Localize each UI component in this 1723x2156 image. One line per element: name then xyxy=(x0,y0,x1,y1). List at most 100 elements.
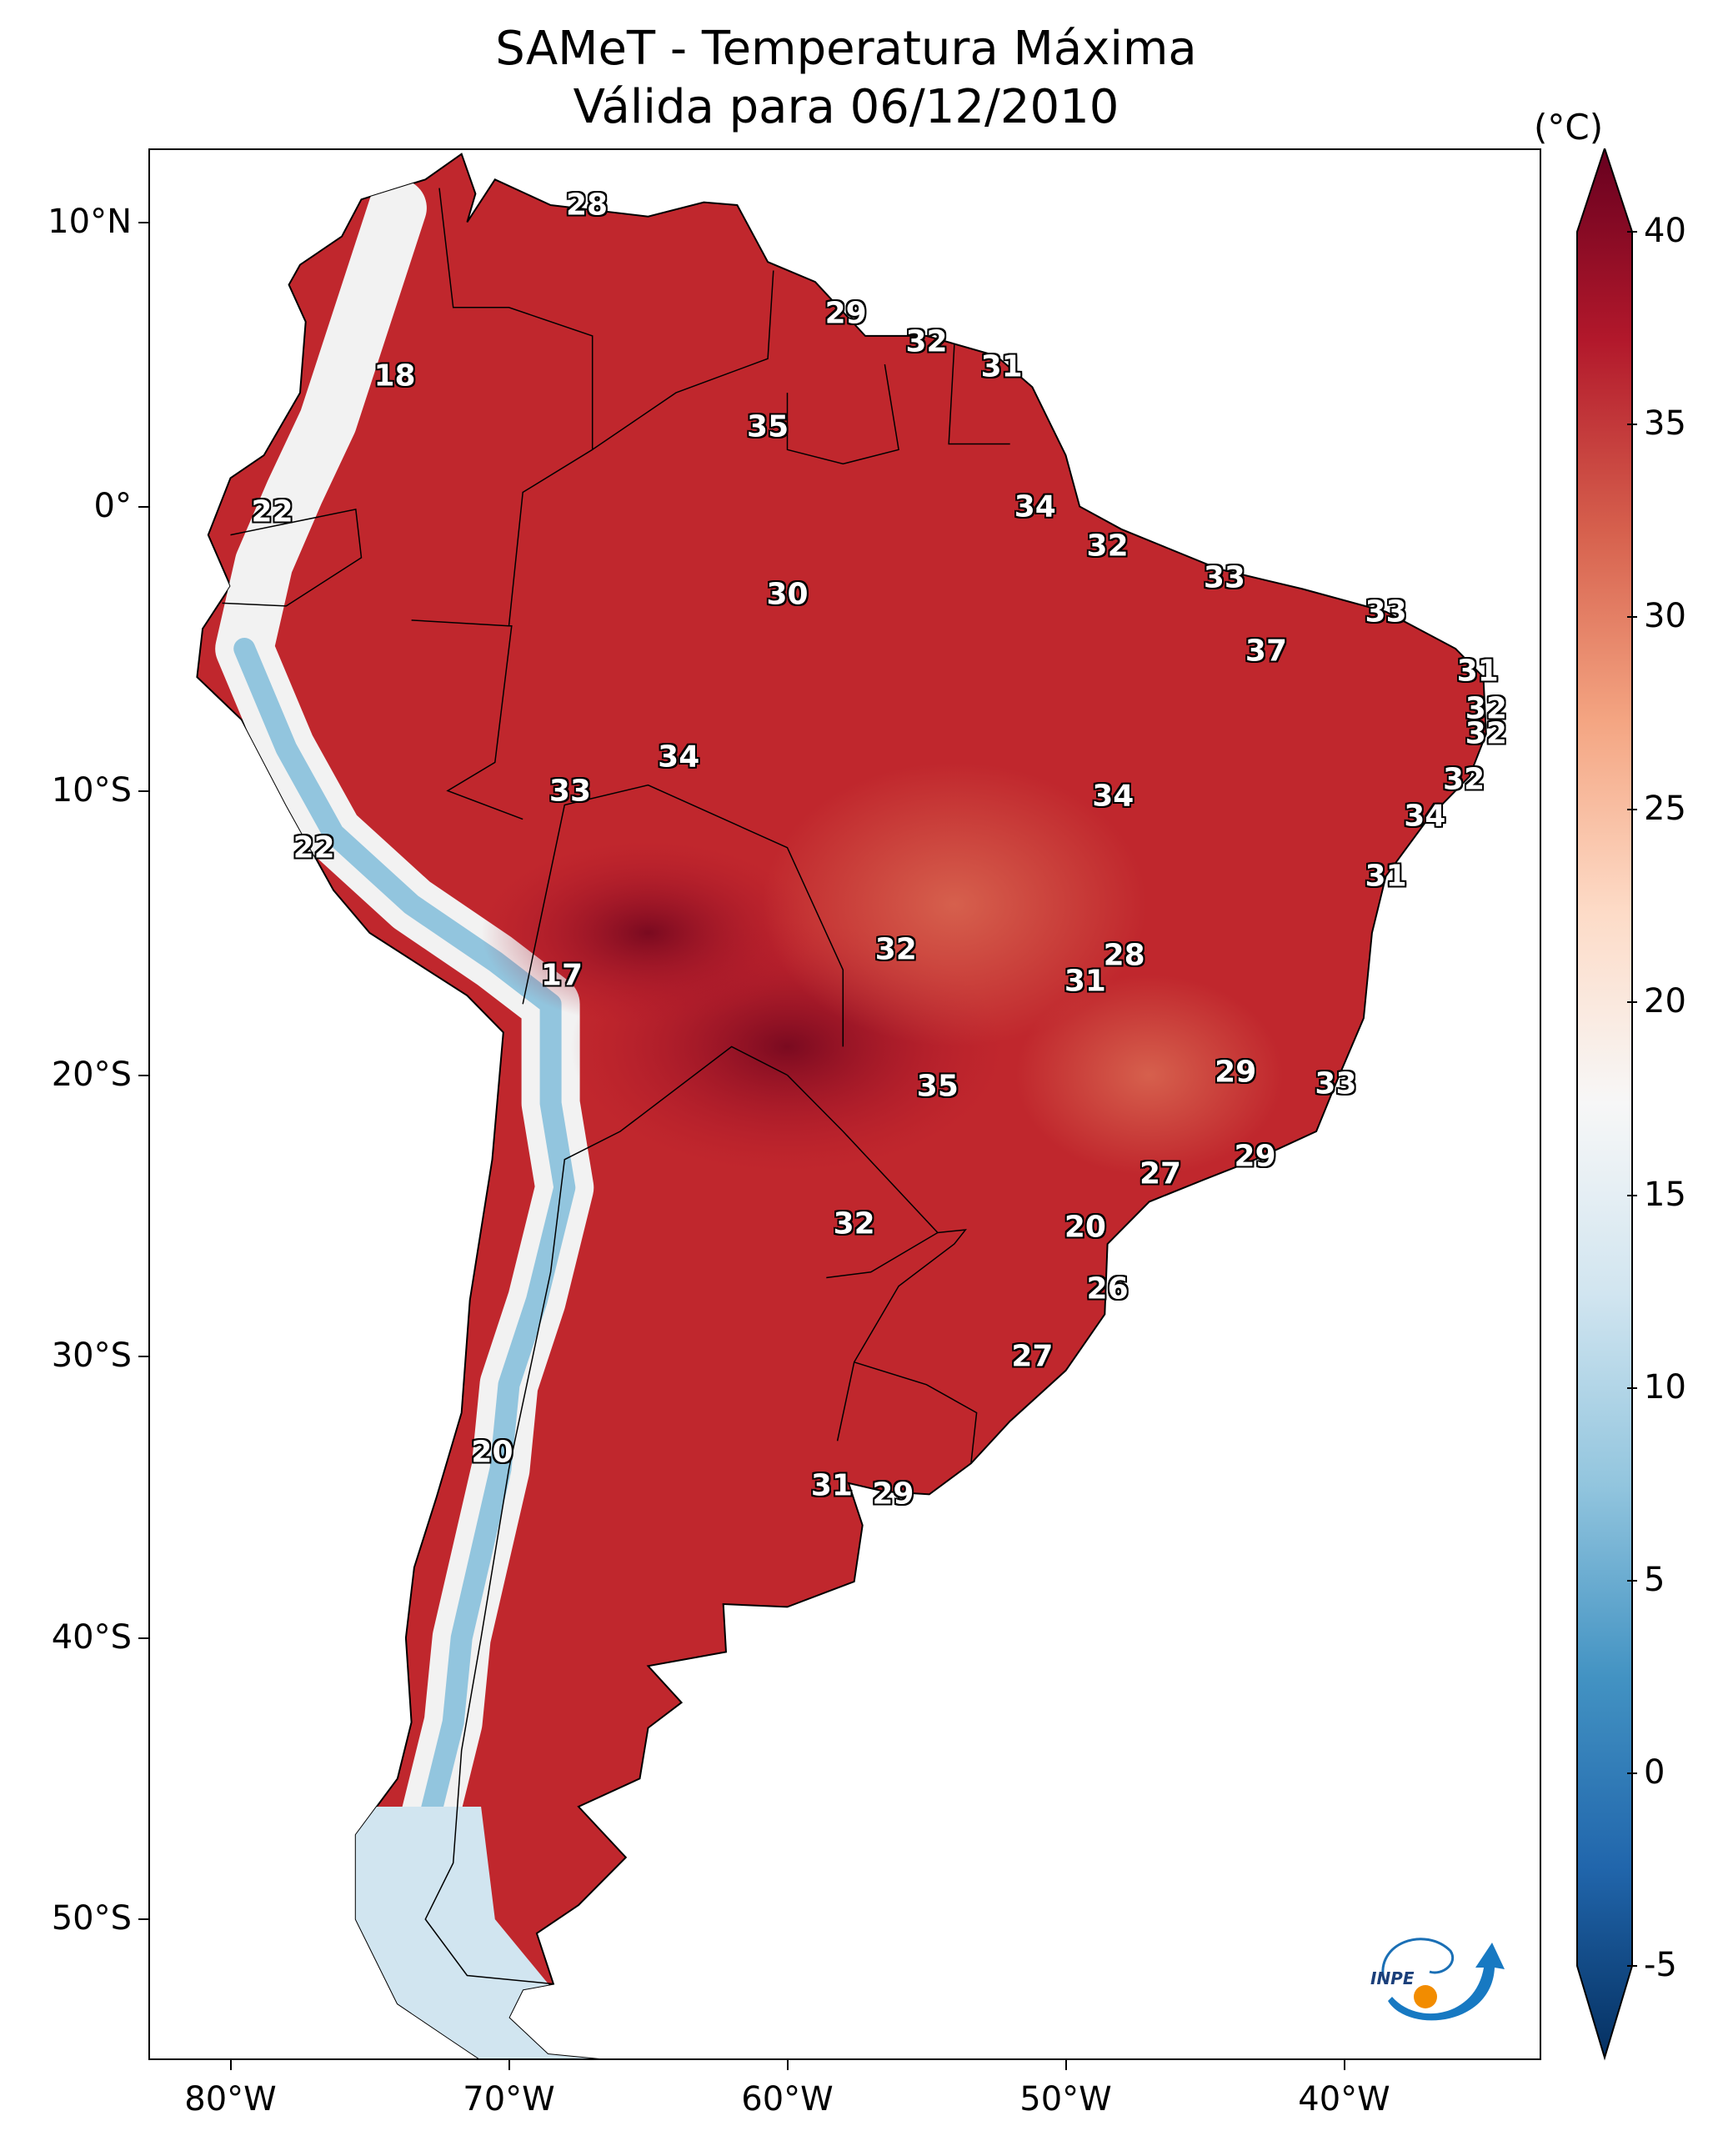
temperature-map xyxy=(196,153,1487,2058)
city-temperature-label: 34 xyxy=(658,740,700,775)
city-temperature-label: 26 xyxy=(1086,1271,1129,1306)
logo-text: INPE xyxy=(1370,1968,1415,1988)
lon-tick-mark xyxy=(508,2060,510,2070)
city-temperature-label: 34 xyxy=(1014,489,1056,524)
lon-tick-label: 50°W xyxy=(1019,2080,1112,2118)
city-temperature-label: 33 xyxy=(548,774,592,808)
country-borders xyxy=(222,188,1010,1985)
lon-tick-label: 60°W xyxy=(741,2080,834,2118)
colorbar-tick-label: 40 xyxy=(1644,212,1686,250)
city-temperature-label: 27 xyxy=(1011,1339,1054,1374)
colorbar-tick-label: 20 xyxy=(1644,982,1686,1021)
lat-tick-mark xyxy=(138,505,148,508)
city-temperature-label: 31 xyxy=(810,1468,853,1503)
city-temperature-label: 22 xyxy=(251,494,293,529)
border-line xyxy=(438,188,594,626)
lat-tick-label: 10°N xyxy=(48,202,132,241)
lat-tick-label: 20°S xyxy=(51,1055,132,1094)
city-temperature-label: 37 xyxy=(1245,634,1288,669)
lon-tick-label: 80°W xyxy=(184,2080,277,2118)
map-panel[interactable]: 28 29 32 31 18 35 34 22 32 33 30 33 37 31 32 32 34 32 33 34… xyxy=(148,148,1541,2060)
colorbar-unit: (°C) xyxy=(1534,107,1604,148)
colorbar-tick-mark xyxy=(1627,231,1637,233)
border-line xyxy=(522,784,844,1047)
colorbar-tick-label: 10 xyxy=(1644,1367,1686,1406)
colorbar-tick-mark xyxy=(1627,1965,1637,1967)
city-temperature-label: 20 xyxy=(1064,1210,1106,1245)
lon-tick-mark xyxy=(229,2060,232,2070)
lon-tick-label: 70°W xyxy=(463,2080,555,2118)
colorbar-tick-label: -5 xyxy=(1644,1946,1677,1984)
city-temperature-label: 35 xyxy=(747,409,789,444)
lat-tick-mark xyxy=(138,1356,148,1357)
colorbar-tick-label: 5 xyxy=(1644,1560,1665,1599)
city-temperature-label: 29 xyxy=(824,296,867,331)
city-temperature-label: 33 xyxy=(1365,594,1407,629)
border-line xyxy=(948,344,1010,445)
colorbar-bar xyxy=(1576,148,1633,2061)
lon-tick-label: 40°W xyxy=(1298,2080,1390,2118)
lat-tick-label: 0° xyxy=(93,486,132,525)
city-temperature-label: 17 xyxy=(540,958,584,993)
city-temperature-label: 31 xyxy=(1365,859,1407,894)
logo-swirl-icon xyxy=(1381,1938,1454,1981)
title-line-2: Válida para 06/12/2010 xyxy=(573,80,1119,134)
lat-tick-label: 10°S xyxy=(51,770,132,810)
city-temperature-label: 28 xyxy=(1103,938,1145,973)
colorbar xyxy=(1576,148,1633,2061)
logo-sun-icon xyxy=(1414,1985,1437,2008)
border-line xyxy=(222,509,363,607)
lat-tick-label: 50°S xyxy=(51,1899,132,1938)
colorbar-tick-label: 30 xyxy=(1644,597,1686,636)
lat-tick-mark xyxy=(138,790,148,792)
city-temperature-label: 28 xyxy=(565,188,609,223)
city-temperature-label: 22 xyxy=(293,830,335,865)
city-temperature-label: 31 xyxy=(980,349,1023,384)
city-temperature-label: 32 xyxy=(833,1206,875,1241)
logo-arrow-icon xyxy=(1388,1943,1505,2021)
city-temperature-label: 27 xyxy=(1139,1156,1182,1191)
lat-tick-label: 30°S xyxy=(51,1336,132,1375)
border-line xyxy=(786,364,899,465)
city-temperature-label: 29 xyxy=(1215,1055,1257,1090)
colorbar-tick-mark xyxy=(1627,1001,1637,1004)
lat-tick-mark xyxy=(138,1637,148,1639)
border-line xyxy=(854,1229,967,1363)
lon-tick-mark xyxy=(1343,2060,1345,2070)
colorbar-tick-label: 35 xyxy=(1644,404,1686,444)
lat-tick-mark xyxy=(138,221,148,223)
city-temperature-label: 32 xyxy=(1465,691,1507,726)
city-temperature-label: 31 xyxy=(1456,654,1499,689)
city-temperature-label: 32 xyxy=(874,932,917,967)
inpe-logo: INPE xyxy=(1370,1938,1505,2021)
colorbar-tick-mark xyxy=(1627,1386,1637,1389)
city-temperature-label: 32 xyxy=(1443,762,1485,797)
chart-title: SAMeT - Temperatura Máxima Válida para 0… xyxy=(150,20,1542,137)
city-temperature-label: 29 xyxy=(1234,1139,1276,1174)
colorbar-tick-mark xyxy=(1627,1772,1637,1774)
border-line xyxy=(592,270,774,450)
colorbar-tick-label: 15 xyxy=(1644,1175,1686,1214)
title-line-1: SAMeT - Temperatura Máxima xyxy=(495,22,1197,76)
city-temperature-label: 29 xyxy=(872,1477,914,1512)
hot-spot-bolivia xyxy=(481,841,815,1025)
city-temperature-label: 32 xyxy=(1086,529,1129,564)
city-temperature-label: 35 xyxy=(916,1069,959,1104)
lat-tick-label: 40°S xyxy=(51,1617,132,1657)
border-line xyxy=(424,1045,788,1985)
colorbar-tick-mark xyxy=(1627,1579,1637,1582)
city-temperature-label: 34 xyxy=(1092,779,1134,814)
city-temperature-label: 18 xyxy=(373,358,416,394)
border-line xyxy=(411,619,523,820)
border-line xyxy=(836,1361,978,1464)
city-temperature-label: 30 xyxy=(766,577,809,612)
lat-tick-mark xyxy=(138,1918,148,1920)
colorbar-tick-label: 0 xyxy=(1644,1752,1665,1792)
city-temperature-label: 33 xyxy=(1203,560,1245,595)
city-temperature-label: 20 xyxy=(471,1435,513,1470)
colorbar-tick-mark xyxy=(1627,809,1637,811)
city-temperature-label: 34 xyxy=(1404,799,1446,834)
warm-zone-southeast xyxy=(1015,975,1283,1176)
andes-cold-core xyxy=(233,638,576,2043)
colorbar-tick-mark xyxy=(1627,616,1637,619)
